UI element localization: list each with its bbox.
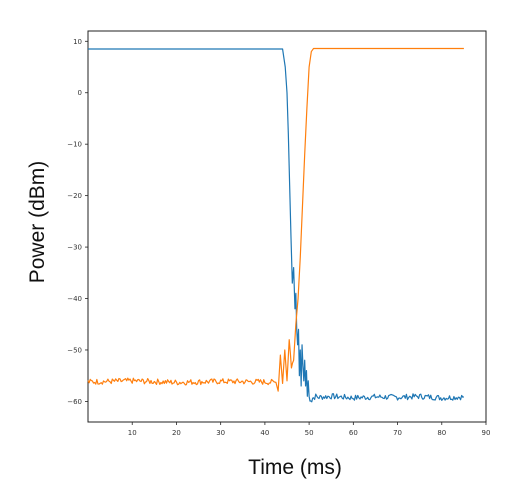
series-line-orange — [87, 47, 464, 392]
x-tick-label: 70 — [393, 429, 402, 437]
x-tick-label: 30 — [216, 429, 225, 437]
x-tick-label: 20 — [172, 429, 181, 437]
x-axis-ticks: 10 20 30 40 50 60 70 80 90 — [128, 422, 491, 437]
y-tick-label: −20 — [67, 192, 82, 200]
y-tick-label: −40 — [67, 295, 82, 303]
x-tick-label: 10 — [128, 429, 137, 437]
x-tick-label: 80 — [437, 429, 446, 437]
series-line-blue — [88, 48, 465, 403]
y-tick-label: −50 — [67, 346, 82, 354]
series-lines — [87, 47, 465, 403]
x-tick-label: 40 — [260, 429, 269, 437]
y-tick-label: −10 — [67, 141, 82, 149]
y-tick-label: −30 — [67, 244, 82, 252]
x-axis-title: Time (ms) — [248, 456, 342, 479]
y-axis-ticks: 10 0 −10 −20 −30 −40 −50 −60 — [67, 38, 88, 406]
y-axis-title: Power (dBm) — [26, 161, 49, 284]
x-tick-label: 50 — [305, 429, 314, 437]
y-tick-label: 10 — [73, 38, 82, 46]
x-tick-label: 90 — [482, 429, 491, 437]
y-tick-label: 0 — [78, 89, 82, 97]
x-tick-label: 60 — [349, 429, 358, 437]
y-tick-label: −60 — [67, 398, 82, 406]
